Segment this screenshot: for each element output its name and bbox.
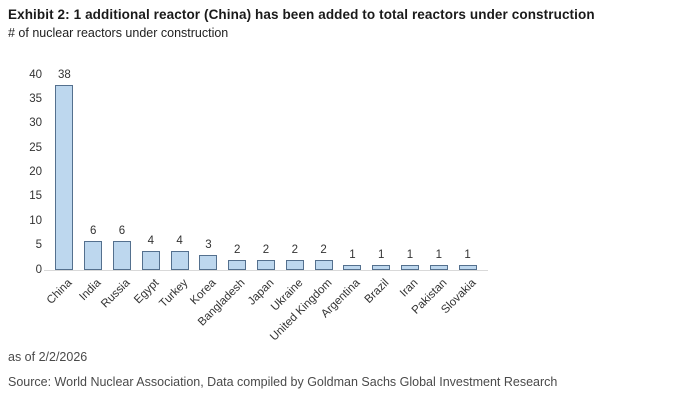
bar: [55, 84, 74, 270]
y-axis-tick-label: 35: [29, 92, 42, 105]
bar-value-label: 2: [262, 244, 270, 257]
bar: [458, 265, 477, 270]
bar: [285, 260, 304, 270]
bar: [401, 265, 419, 270]
bar: [228, 260, 247, 270]
bar-value-label: 6: [118, 224, 126, 237]
bar: [372, 265, 391, 270]
y-axis-tick-label: 40: [29, 68, 42, 81]
y-axis-tick-label: 25: [29, 141, 42, 154]
x-axis-baseline: [44, 270, 488, 271]
bar-value-label: 4: [147, 234, 154, 247]
as-of-date: as of 2/2/2026: [8, 350, 88, 364]
bar-value-label: 2: [233, 244, 241, 257]
plot-area: [50, 75, 482, 270]
bar-value-label: 1: [349, 249, 356, 262]
bar-value-label: 3: [205, 239, 212, 252]
bar-value-label: 4: [176, 234, 183, 247]
source-note: Source: World Nuclear Association, Data …: [8, 375, 558, 389]
bar: [343, 265, 362, 270]
bar-value-label: 1: [435, 249, 442, 262]
bar-value-label: 1: [464, 249, 471, 262]
chart-subtitle: # of nuclear reactors under construction: [8, 26, 229, 40]
bar: [170, 250, 189, 270]
bar: [429, 265, 448, 270]
y-axis-tick-label: 15: [29, 190, 42, 203]
bar-value-label: 1: [406, 249, 414, 262]
bar: [84, 240, 103, 270]
y-axis-tick-label: 5: [35, 239, 42, 252]
y-axis-tick-label: 20: [29, 166, 42, 178]
bar-value-label: 6: [89, 224, 97, 237]
bar: [113, 240, 131, 270]
bar: [314, 260, 333, 270]
chart-title: Exhibit 2: 1 additional reactor (China) …: [8, 7, 595, 22]
y-axis-tick-label: 0: [35, 263, 42, 276]
bar: [199, 255, 218, 270]
bar-value-label: 1: [377, 249, 385, 262]
bar-value-label: 2: [320, 244, 327, 257]
bar: [257, 260, 275, 270]
y-axis-tick-label: 10: [29, 214, 42, 227]
bar-value-label: 38: [57, 68, 71, 81]
y-axis-tick-label: 30: [29, 117, 42, 130]
bar-value-label: 2: [291, 244, 298, 257]
bar: [141, 250, 160, 270]
bar-chart: 0 5 10 15 20 25 30 35 40 China India Russia Egypt Tu…: [8, 62, 672, 348]
